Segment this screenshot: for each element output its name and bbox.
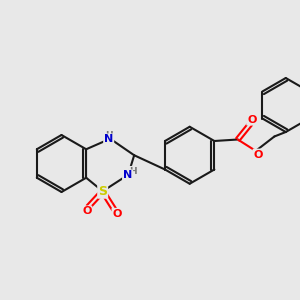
Text: H: H — [105, 131, 112, 140]
Text: S: S — [98, 185, 107, 198]
Text: O: O — [254, 149, 263, 160]
Text: O: O — [112, 209, 122, 219]
Text: O: O — [247, 115, 256, 125]
Text: N: N — [104, 134, 113, 144]
Text: O: O — [82, 206, 92, 216]
Text: N: N — [123, 170, 132, 180]
Text: H: H — [129, 167, 136, 176]
